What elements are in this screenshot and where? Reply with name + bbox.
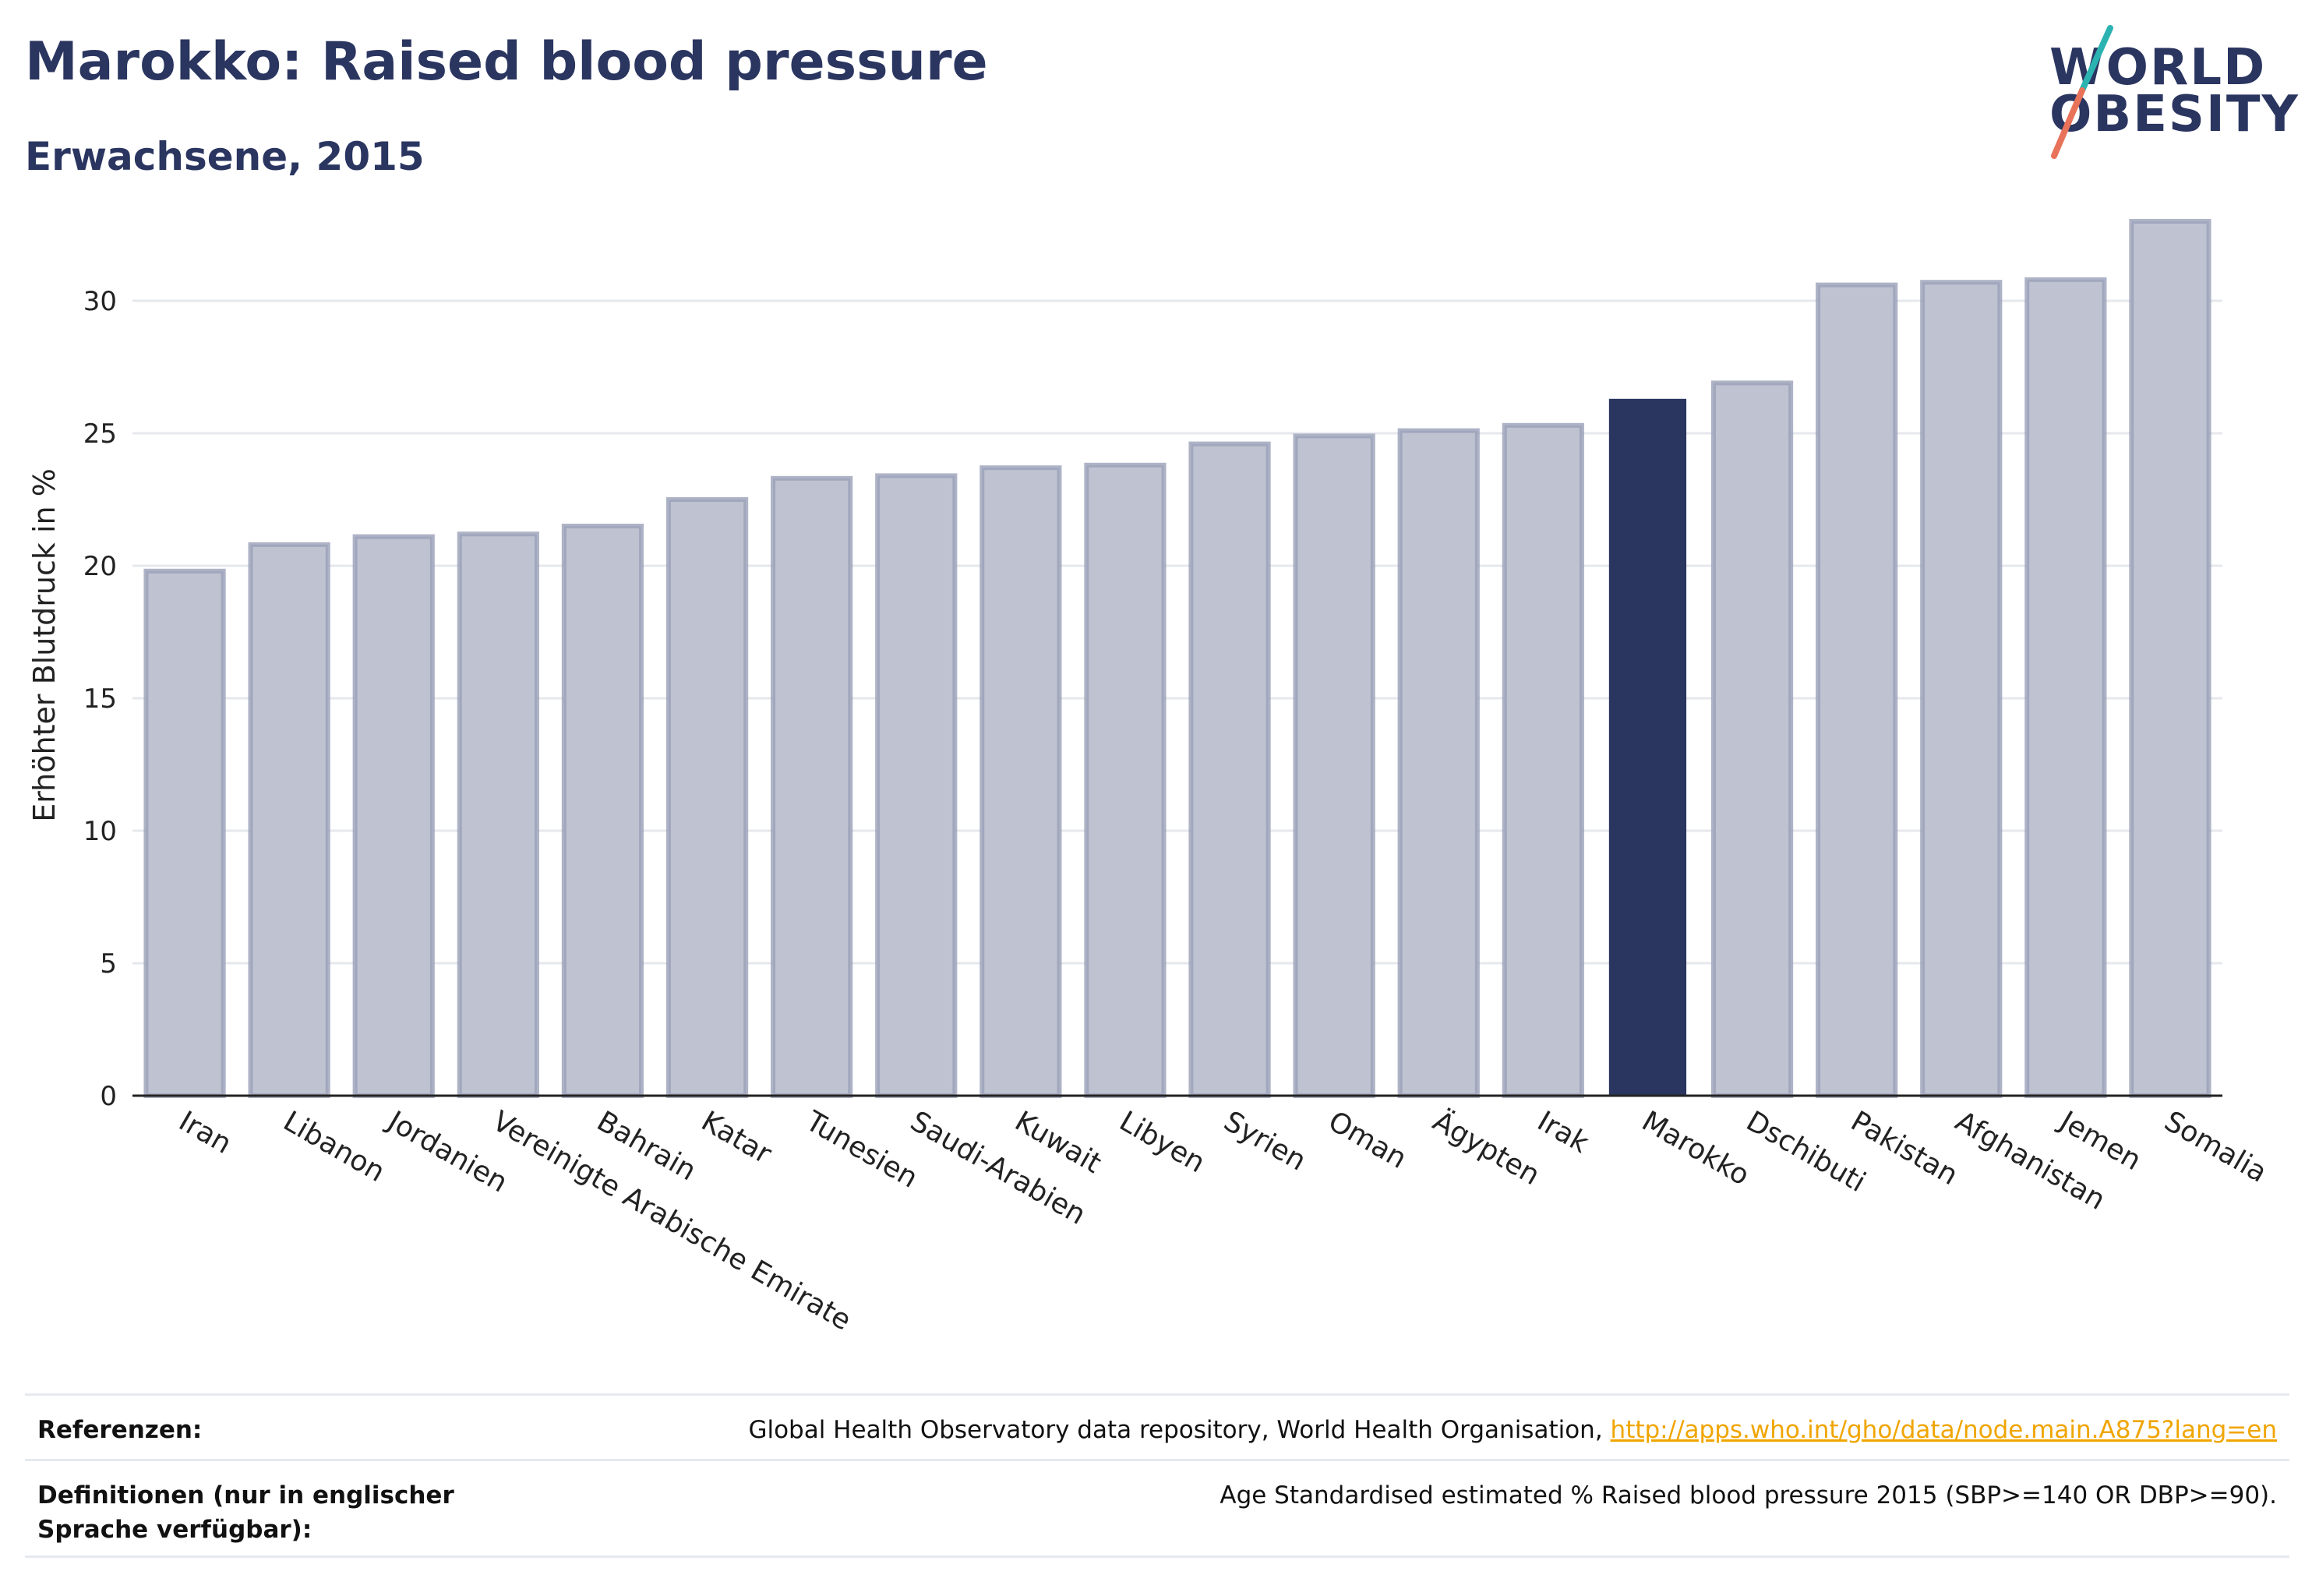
bar bbox=[248, 542, 330, 1098]
bar bbox=[1293, 433, 1375, 1098]
bar bbox=[352, 534, 435, 1099]
bar-highlight bbox=[1608, 398, 1687, 1096]
bar bbox=[1084, 462, 1167, 1098]
definitions-value: Age Standardised estimated % Raised bloo… bbox=[1220, 1481, 2277, 1509]
x-tick-label: Oman bbox=[1323, 1105, 1412, 1175]
x-tick-label: Somalia bbox=[2159, 1105, 2271, 1189]
x-tick-label: Irak bbox=[1532, 1105, 1594, 1160]
bar bbox=[143, 568, 226, 1098]
bar bbox=[1816, 282, 1898, 1099]
x-tick-label: Dschibuti bbox=[1741, 1105, 1871, 1199]
x-tick-label: Tunesien bbox=[800, 1105, 923, 1195]
bar bbox=[665, 497, 749, 1098]
y-tick-label: 30 bbox=[83, 286, 117, 317]
y-tick-label: 25 bbox=[83, 418, 117, 450]
bar bbox=[1710, 380, 1794, 1098]
x-tick-label: Saudi-Arabien bbox=[905, 1105, 1091, 1231]
y-tick-label: 20 bbox=[83, 551, 117, 582]
y-axis-title: Erhöhter Blutdruck in % bbox=[27, 468, 62, 822]
world-obesity-logo: WORLD OBESITY bbox=[2026, 23, 2298, 164]
bar bbox=[1920, 280, 2003, 1099]
footer-row-definitions: Definitionen (nur in englischer Sprache … bbox=[25, 1459, 2289, 1558]
bar-chart: 0 5 10 15 20 25 30 Erhöhter Blutdruck in % Iran L… bbox=[27, 219, 2272, 1337]
bar bbox=[457, 531, 539, 1098]
bar bbox=[2024, 277, 2107, 1098]
x-tick-label: Jordanien bbox=[381, 1104, 513, 1199]
x-tick-label: Libanon bbox=[278, 1105, 390, 1188]
y-tick-label: 15 bbox=[83, 683, 117, 715]
references-link[interactable]: http://apps.who.int/gho/data/node.main.A… bbox=[1610, 1416, 2277, 1444]
bar bbox=[980, 465, 1062, 1098]
y-tick-label: 5 bbox=[100, 948, 117, 980]
y-tick-label: 10 bbox=[83, 816, 117, 847]
definitions-label: Definitionen (nur in englischer Sprache … bbox=[37, 1481, 454, 1544]
references-label: Referenzen: bbox=[37, 1416, 203, 1444]
x-tick-label: Ägypten bbox=[1428, 1104, 1546, 1192]
logo-slash-icon bbox=[2051, 25, 2113, 159]
bar bbox=[1188, 441, 1271, 1099]
x-tick-label: Vereinigte Arabische Emirate bbox=[487, 1105, 856, 1336]
bar bbox=[561, 524, 644, 1098]
x-tick-label: Iran bbox=[174, 1105, 237, 1160]
footer: Referenzen: Global Health Observatory da… bbox=[25, 1393, 2289, 1565]
x-tick-label: Marokko bbox=[1636, 1105, 1755, 1192]
bar bbox=[1502, 422, 1584, 1098]
references-value: Global Health Observatory data repositor… bbox=[748, 1416, 2277, 1444]
chart-title: Marokko: Raised blood pressure bbox=[25, 31, 988, 93]
x-tick-label: Syrien bbox=[1219, 1105, 1311, 1177]
chart-subtitle: Erwachsene, 2015 bbox=[25, 134, 425, 179]
logo-text-line2: OBESITY bbox=[2049, 86, 2300, 143]
bar bbox=[771, 475, 853, 1098]
bar bbox=[875, 473, 958, 1098]
y-tick-label: 0 bbox=[100, 1081, 117, 1112]
x-tick-label: Libyen bbox=[1114, 1105, 1210, 1179]
x-tick-label: Katar bbox=[696, 1105, 777, 1171]
bar bbox=[1397, 428, 1480, 1099]
bar bbox=[2129, 219, 2211, 1098]
footer-row-references: Referenzen: Global Health Observatory da… bbox=[25, 1393, 2289, 1461]
footer-bottom-rule bbox=[25, 1555, 2289, 1558]
references-text: Global Health Observatory data repositor… bbox=[748, 1416, 1611, 1444]
